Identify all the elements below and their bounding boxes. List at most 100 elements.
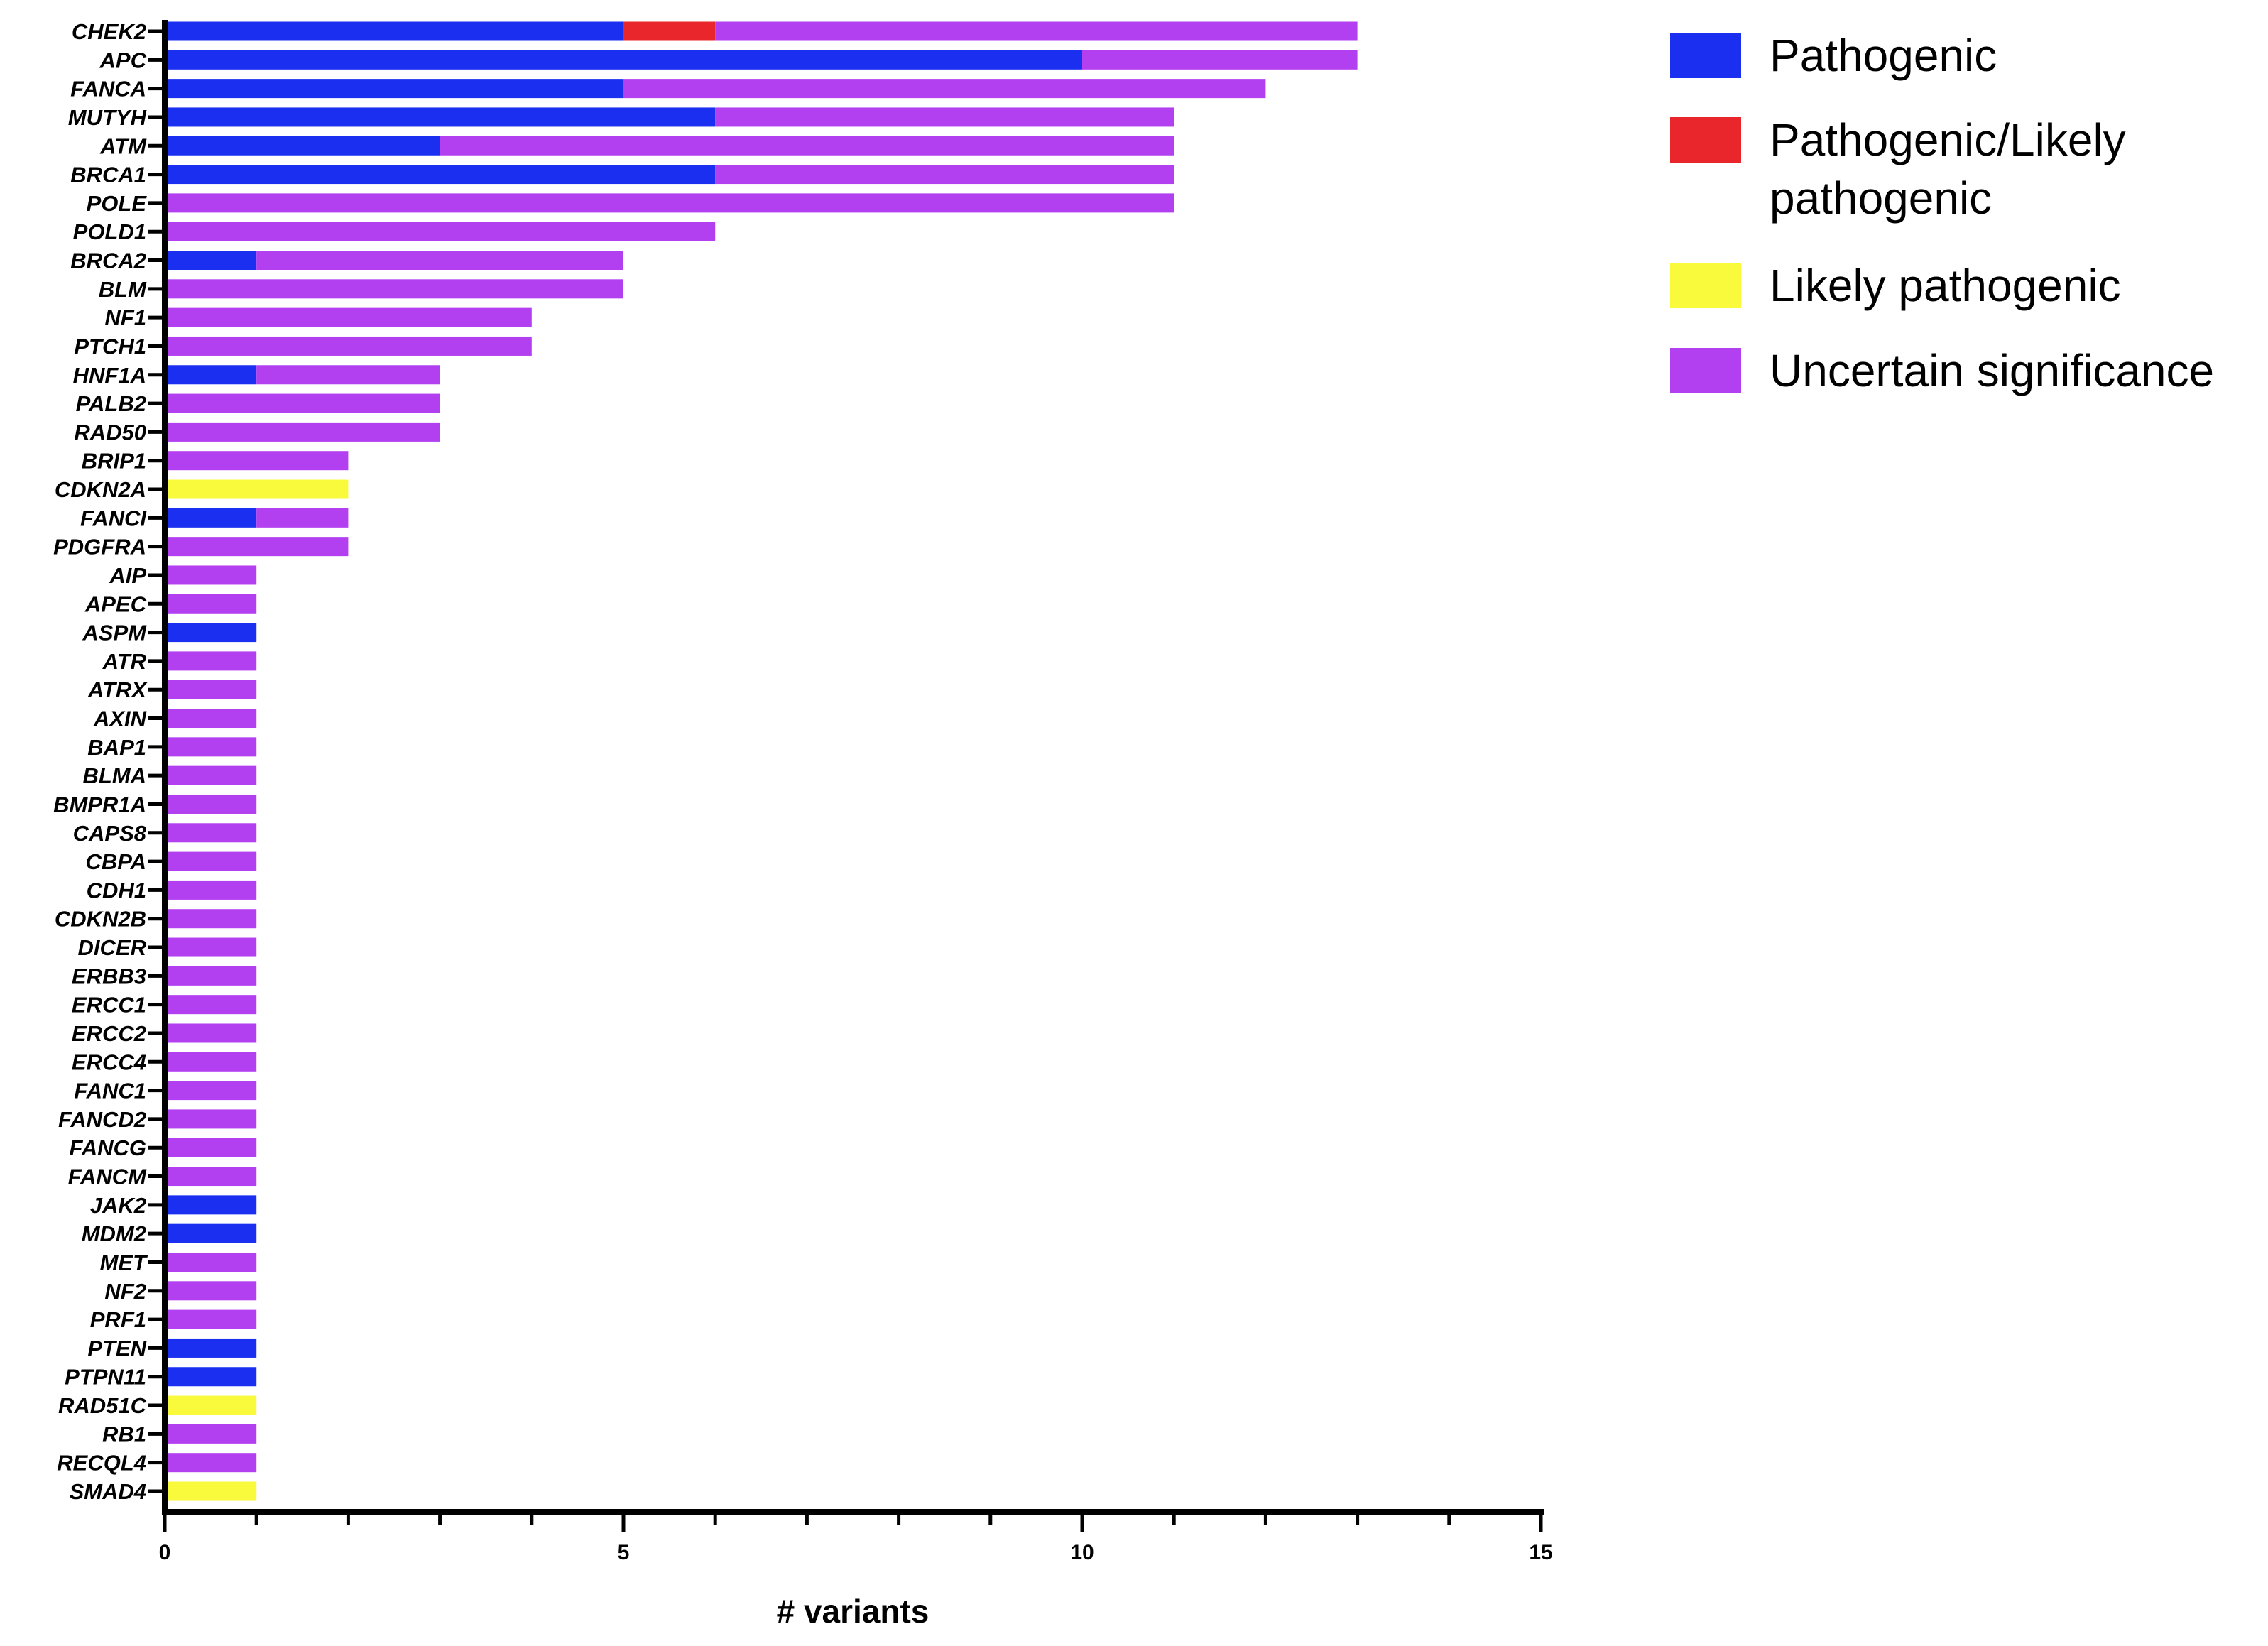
gene-label-pdgfra: PDGFRA <box>53 535 146 560</box>
bars-layer <box>165 21 1358 1501</box>
bar-segment-ercc1-uncertain-significance <box>165 995 257 1015</box>
bar-segment-fanc1-uncertain-significance <box>165 1081 257 1101</box>
x-axis-ticks: 0 5 10 15 <box>159 1512 1553 1564</box>
bar-segment-fanci-pathogenic <box>165 508 257 528</box>
bar-segment-mutyh-pathogenic <box>165 107 716 127</box>
x-tick-label: 10 <box>1070 1541 1094 1564</box>
gene-label-bap1: BAP1 <box>87 735 146 760</box>
bar-segment-cdh1-uncertain-significance <box>165 880 257 900</box>
gene-label-caps8: CAPS8 <box>73 821 147 846</box>
bar-segment-bap1-uncertain-significance <box>165 737 257 757</box>
bar-segment-fanci-uncertain-significance <box>256 508 349 528</box>
gene-label-pole: POLE <box>87 191 148 216</box>
gene-label-fanci: FANCI <box>80 506 147 530</box>
x-tick-label: 15 <box>1529 1541 1552 1564</box>
bar-segment-fancm-uncertain-significance <box>165 1167 257 1187</box>
bar-segment-apec-uncertain-significance <box>165 594 257 614</box>
axes-layer <box>162 20 1544 1515</box>
gene-label-ptch1: PTCH1 <box>74 334 146 359</box>
x-tick-label: 5 <box>618 1541 630 1564</box>
gene-label-erbb3: ERBB3 <box>72 964 146 988</box>
gene-label-fanc1: FANC1 <box>74 1079 146 1103</box>
bar-segment-mdm2-pathogenic <box>165 1223 257 1243</box>
gene-label-apc: APC <box>99 48 147 72</box>
bar-segment-chek2-pathogenic-likely-pathogenic <box>623 21 716 41</box>
gene-label-apec: APEC <box>84 592 147 616</box>
gene-label-dicer: DICER <box>78 935 147 960</box>
legend-label: pathogenic <box>1770 173 1992 224</box>
bar-segment-blm-uncertain-significance <box>165 279 623 299</box>
gene-label-jak2: JAK2 <box>90 1193 146 1218</box>
legend-label: Likely pathogenic <box>1770 260 2121 311</box>
legend-swatch <box>1670 348 1741 393</box>
gene-label-aspm: ASPM <box>82 621 147 645</box>
bar-segment-brca1-uncertain-significance <box>715 165 1174 185</box>
bar-segment-brca1-pathogenic <box>165 165 716 185</box>
bar-segment-chek2-pathogenic <box>165 21 623 41</box>
legend-swatch <box>1670 263 1741 308</box>
gene-label-fanca: FANCA <box>70 77 146 102</box>
gene-label-brip1: BRIP1 <box>82 449 146 474</box>
bar-segment-pole-uncertain-significance <box>165 193 1174 213</box>
bar-segment-ptpn11-pathogenic <box>165 1367 257 1387</box>
gene-label-ercc2: ERCC2 <box>72 1021 146 1046</box>
gene-label-cdh1: CDH1 <box>87 878 146 903</box>
gene-label-chek2: CHEK2 <box>72 19 146 44</box>
gene-label-brca1: BRCA1 <box>70 163 146 187</box>
bar-segment-smad4-likely-pathogenic <box>165 1481 257 1501</box>
bar-segment-apc-uncertain-significance <box>1082 50 1358 70</box>
legend-item: Uncertain significance <box>1670 345 2214 396</box>
bar-segment-atm-pathogenic <box>165 136 440 156</box>
gene-label-bmpr1a: BMPR1A <box>53 792 146 817</box>
gene-label-ercc1: ERCC1 <box>72 993 146 1018</box>
bar-segment-palb2-uncertain-significance <box>165 393 440 413</box>
bar-segment-cdkn2a-likely-pathogenic <box>165 479 349 499</box>
bar-segment-caps8-uncertain-significance <box>165 823 257 843</box>
bar-segment-ercc4-uncertain-significance <box>165 1052 257 1072</box>
gene-label-blma: BLMA <box>82 763 146 788</box>
bar-segment-fanca-pathogenic <box>165 79 623 99</box>
gene-label-nf1: NF1 <box>104 305 146 330</box>
legend-item: Pathogenic/Likely pathogenic <box>1670 114 2126 224</box>
bar-segment-fancd2-uncertain-significance <box>165 1109 257 1129</box>
bar-segment-fanca-uncertain-significance <box>623 79 1266 99</box>
legend-label: Uncertain significance <box>1770 345 2214 396</box>
legend-label: Pathogenic/Likely <box>1770 114 2126 165</box>
bar-segment-met-uncertain-significance <box>165 1252 257 1272</box>
gene-label-ptpn11: PTPN11 <box>65 1365 146 1390</box>
gene-label-mdm2: MDM2 <box>82 1221 146 1246</box>
gene-label-axin: AXIN <box>93 707 147 731</box>
gene-label-recql4: RECQL4 <box>57 1451 146 1476</box>
legend-item: Likely pathogenic <box>1670 260 2121 311</box>
bar-segment-rad51c-likely-pathogenic <box>165 1395 257 1415</box>
gene-label-mutyh: MUTYH <box>68 105 147 130</box>
bar-segment-apc-pathogenic <box>165 50 1082 70</box>
bar-segment-bmpr1a-uncertain-significance <box>165 794 257 814</box>
y-axis-ticks: CHEK2 APC FANCA MUTYH ATM BRCA1 POLE POLD1 BRCA2… <box>53 19 165 1504</box>
gene-label-atr: ATR <box>102 649 147 674</box>
gene-label-rb1: RB1 <box>102 1422 146 1446</box>
gene-label-smad4: SMAD4 <box>69 1479 146 1504</box>
bar-segment-recql4-uncertain-significance <box>165 1453 257 1473</box>
gene-label-atm: ATM <box>99 133 147 158</box>
bar-segment-rad50-uncertain-significance <box>165 422 440 442</box>
bar-segment-chek2-uncertain-significance <box>715 21 1358 41</box>
bar-segment-dicer-uncertain-significance <box>165 937 257 957</box>
bar-segment-nf2-uncertain-significance <box>165 1281 257 1301</box>
legend-swatch <box>1670 33 1741 78</box>
gene-label-aip: AIP <box>109 563 146 588</box>
gene-label-fancg: FANCG <box>70 1135 147 1160</box>
gene-label-fancd2: FANCD2 <box>58 1107 146 1132</box>
bar-segment-pten-pathogenic <box>165 1338 257 1358</box>
gene-label-atrx: ATRX <box>87 677 148 702</box>
gene-label-prf1: PRF1 <box>90 1307 146 1332</box>
bar-segment-erbb3-uncertain-significance <box>165 966 257 986</box>
gene-label-pold1: POLD1 <box>73 219 146 244</box>
gene-label-brca2: BRCA2 <box>70 249 146 273</box>
bar-segment-pold1-uncertain-significance <box>165 222 716 241</box>
gene-label-blm: BLM <box>99 277 147 302</box>
bar-segment-nf1-uncertain-significance <box>165 307 532 327</box>
gene-label-ercc4: ERCC4 <box>72 1050 146 1074</box>
bar-segment-brca2-uncertain-significance <box>256 251 623 271</box>
